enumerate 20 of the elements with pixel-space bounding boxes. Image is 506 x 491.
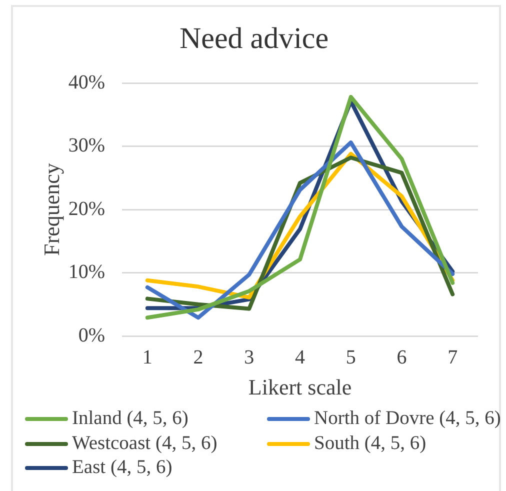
- y-tick-label: 20%: [68, 198, 105, 220]
- x-tick-label: 1: [142, 346, 152, 368]
- x-tick-label: 6: [396, 346, 407, 368]
- x-tick-label: 3: [244, 346, 254, 368]
- y-tick-label: 40%: [68, 71, 105, 94]
- chart-title: Need advice: [179, 22, 329, 55]
- x-tick-label: 4: [295, 346, 305, 368]
- y-tick-label: 0%: [78, 324, 105, 346]
- legend-label: North of Dovre (4, 5, 6): [314, 408, 501, 430]
- legend-label: East (4, 5, 6): [72, 457, 172, 480]
- legend-label: Inland (4, 5, 6): [72, 408, 188, 430]
- y-tick-label: 30%: [68, 134, 105, 156]
- x-tick-label: 2: [193, 346, 204, 368]
- x-axis-title: Likert scale: [248, 374, 352, 400]
- x-tick-label: 7: [448, 346, 458, 368]
- legend-label: South (4, 5, 6): [314, 432, 426, 455]
- y-tick-label: 10%: [68, 261, 105, 283]
- legend-label: Westcoast (4, 5, 6): [72, 432, 218, 455]
- x-tick-label: 5: [346, 346, 356, 368]
- y-axis-title: Frequency: [38, 163, 64, 256]
